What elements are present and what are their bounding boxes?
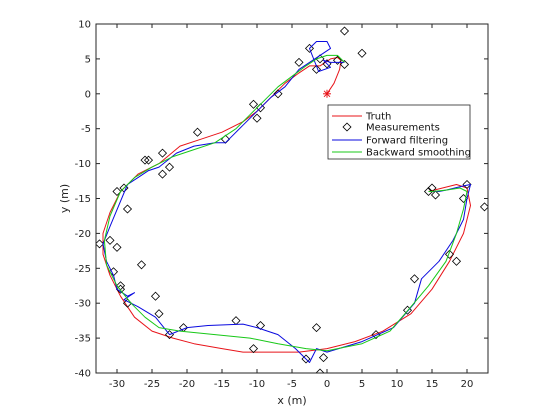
measurement-point [231, 316, 241, 326]
series-line-forward-filtering [102, 41, 471, 363]
x-tick-label: 15 [426, 379, 439, 390]
measurement-point [157, 169, 168, 179]
series-line-backward-smoothing [103, 54, 468, 352]
measurement-point [318, 353, 329, 363]
measurement-point [479, 202, 488, 212]
y-tick-label: -5 [81, 124, 91, 135]
y-tick-label: -40 [75, 369, 91, 380]
legend-label-backward-smoothing: Backward smoothing [366, 148, 471, 159]
measurement-point [154, 309, 164, 319]
measurement-point [311, 323, 322, 333]
measurement-point [136, 260, 147, 270]
y-tick-label: -30 [75, 299, 91, 310]
measurement-point [96, 239, 105, 249]
measurement-point [273, 89, 283, 99]
axis-ticks: -30 -25 -20 -15 -10 -5 0 5 10 15 20 10 5 0 -5 -10 -15 -20… [75, 20, 488, 390]
measurement-point [112, 242, 122, 252]
x-tick-label: 5 [359, 379, 365, 390]
measurement-point [294, 57, 304, 67]
y-tick-label: 10 [78, 20, 91, 31]
x-tick-label: 10 [391, 379, 404, 390]
legend-label-forward-filtering: Forward filtering [366, 136, 448, 147]
y-tick-label: -15 [75, 194, 91, 205]
measurement-point [462, 179, 472, 190]
measurement-point [122, 204, 133, 214]
plot-area [96, 26, 488, 373]
measurement-point [164, 162, 175, 172]
y-axis-label: y (m) [58, 184, 71, 213]
measurement-point [105, 235, 115, 245]
measurement-point [248, 99, 259, 109]
y-tick-label: -10 [75, 159, 91, 170]
measurement-point [140, 155, 150, 165]
measurement-point [451, 256, 462, 266]
legend-label-measurements: Measurements [366, 123, 440, 134]
measurement-point [248, 344, 259, 354]
x-tick-label: -5 [287, 379, 297, 390]
x-tick-label: 20 [461, 379, 474, 390]
measurement-point [255, 320, 266, 331]
legend-swatch-measurements [342, 122, 352, 132]
measurement-point [252, 113, 262, 123]
x-tick-label: -30 [109, 379, 125, 390]
legend-box [327, 104, 471, 160]
measurement-point [427, 183, 437, 193]
x-tick-label: -15 [214, 379, 230, 390]
measurement-point [150, 291, 161, 301]
x-axis-label: x (m) [277, 394, 306, 407]
legend-label-truth: Truth [365, 112, 391, 123]
y-tick-label: -20 [75, 229, 91, 240]
measurement-point [157, 148, 168, 158]
measurement-point [423, 186, 434, 197]
x-tick-label: -10 [249, 379, 265, 390]
x-tick-label: -25 [144, 379, 160, 390]
x-tick-label: 0 [324, 379, 330, 390]
measurement-point [409, 274, 420, 284]
measurement-point [339, 26, 350, 36]
measurement-point [192, 127, 203, 137]
measurement-point [315, 368, 325, 373]
y-tick-label: 0 [85, 89, 91, 100]
x-tick-label: -20 [179, 379, 195, 390]
measurement-point [430, 190, 441, 200]
legend: Truth Measurements Forward filtering Bac… [327, 104, 471, 160]
measurement-point [357, 48, 367, 58]
y-tick-label: -25 [75, 264, 91, 275]
y-tick-label: 5 [85, 54, 91, 65]
y-tick-label: -35 [75, 334, 91, 345]
measurement-point [112, 186, 122, 197]
series-group-measurements [96, 26, 488, 373]
start-marker [323, 89, 331, 98]
